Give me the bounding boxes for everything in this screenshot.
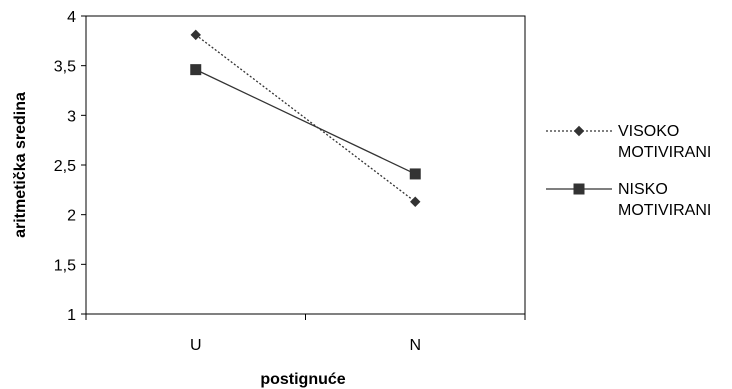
- y-tick-label: 2: [67, 208, 76, 225]
- legend: VISOKO MOTIVIRANI NISKO MOTIVIRANI: [546, 123, 711, 219]
- legend-label-line: MOTIVIRANI: [618, 144, 711, 161]
- data-point: [190, 64, 202, 76]
- data-point: [409, 168, 421, 180]
- series-visoko: [190, 29, 421, 207]
- x-axis-title: postignuće: [260, 371, 345, 388]
- y-tick-label: 4: [67, 9, 76, 26]
- y-tick-label: 2,5: [54, 158, 76, 175]
- x-tick-label: U: [190, 337, 202, 354]
- plot-area: [85, 15, 526, 315]
- y-tick-label: 1: [67, 307, 76, 324]
- y-tick-label: 3: [67, 108, 76, 125]
- legend-marker: [573, 125, 585, 137]
- x-tick-label: N: [409, 337, 421, 354]
- series-line: [195, 34, 416, 203]
- data-point: [190, 29, 201, 41]
- data-point: [410, 196, 421, 207]
- series-layer: [190, 29, 421, 207]
- legend-item: VISOKO MOTIVIRANI: [546, 123, 711, 161]
- legend-label-line: VISOKO: [618, 123, 679, 140]
- legend-item: NISKO MOTIVIRANI: [546, 181, 711, 219]
- series-line: [195, 69, 416, 175]
- legend-label: VISOKO MOTIVIRANI: [618, 123, 711, 161]
- plot-frame: [85, 15, 526, 315]
- y-axis-title: aritmetička sredina: [12, 92, 29, 238]
- series-nisko: [190, 64, 421, 180]
- legend-label-line: NISKO: [618, 181, 668, 198]
- y-tick-label: 1,5: [54, 257, 76, 274]
- y-tick-label: 3,5: [54, 59, 76, 76]
- legend-label: NISKO MOTIVIRANI: [618, 181, 711, 219]
- legend-marker: [573, 183, 585, 195]
- legend-label-line: MOTIVIRANI: [618, 202, 711, 219]
- y-axis-ticks: 1 1,5 2 2,5 3 3,5 4: [54, 9, 86, 324]
